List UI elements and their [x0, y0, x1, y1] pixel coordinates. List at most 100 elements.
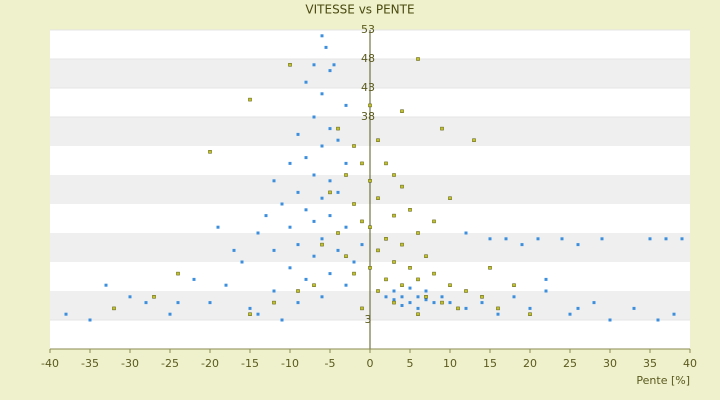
- point: [64, 312, 68, 316]
- x-axis-label: Pente [%]: [636, 374, 690, 387]
- point: [392, 298, 396, 302]
- point: [592, 301, 596, 305]
- x-tick-label: 0: [367, 357, 374, 370]
- point: [128, 295, 132, 299]
- point: [352, 271, 356, 276]
- point: [280, 202, 284, 206]
- point: [304, 208, 308, 212]
- x-tick-label: -40: [41, 357, 59, 370]
- point: [304, 156, 308, 160]
- point: [168, 312, 172, 316]
- point: [272, 179, 276, 183]
- x-tick-label: 20: [523, 357, 537, 370]
- point: [296, 190, 300, 194]
- point: [152, 295, 156, 299]
- x-tick-label: -25: [161, 357, 179, 370]
- point: [416, 295, 420, 299]
- point: [576, 243, 580, 247]
- point: [496, 306, 500, 311]
- point: [312, 173, 316, 177]
- point: [344, 173, 348, 177]
- x-tick-label: 5: [407, 357, 414, 370]
- point: [312, 254, 316, 258]
- point: [384, 295, 388, 299]
- x-tick-label: 35: [643, 357, 657, 370]
- point: [312, 283, 316, 287]
- point: [448, 301, 452, 305]
- point: [328, 69, 332, 73]
- point: [528, 306, 532, 310]
- point: [328, 190, 332, 195]
- y-tick-label: 43: [361, 81, 375, 94]
- point: [376, 138, 380, 142]
- point: [464, 289, 468, 293]
- point: [304, 80, 308, 84]
- point: [416, 231, 420, 235]
- point: [672, 312, 676, 316]
- point: [568, 312, 572, 316]
- point: [400, 304, 404, 307]
- point: [464, 306, 468, 310]
- x-tick-label: -15: [241, 357, 259, 370]
- point: [400, 109, 404, 113]
- point: [344, 225, 348, 229]
- point: [472, 138, 476, 142]
- point: [576, 306, 580, 310]
- point: [384, 237, 388, 241]
- x-tick-label: -30: [121, 357, 139, 370]
- point: [272, 248, 276, 252]
- point: [88, 318, 92, 322]
- point: [320, 196, 324, 200]
- point: [424, 254, 428, 258]
- point: [424, 289, 428, 293]
- x-tick-label: 30: [603, 357, 617, 370]
- point: [312, 63, 316, 67]
- point: [224, 283, 228, 287]
- point: [416, 277, 420, 282]
- point: [456, 306, 460, 311]
- point: [392, 213, 396, 218]
- point: [208, 150, 212, 154]
- point: [352, 144, 356, 148]
- point: [408, 301, 412, 305]
- point: [192, 277, 196, 281]
- point: [144, 301, 148, 305]
- point: [176, 301, 180, 305]
- x-tick-label: 15: [483, 357, 497, 370]
- point: [680, 237, 684, 241]
- point: [376, 196, 380, 200]
- point: [232, 248, 236, 252]
- point: [360, 161, 364, 166]
- point: [488, 266, 492, 270]
- point: [520, 243, 524, 247]
- point: [648, 237, 652, 241]
- chart-title: VITESSE vs PENTE: [305, 3, 414, 17]
- point: [448, 283, 452, 287]
- point: [104, 283, 108, 287]
- point: [216, 225, 220, 229]
- point: [344, 161, 348, 165]
- point: [240, 260, 244, 264]
- point: [400, 283, 404, 287]
- x-tick-label: 25: [563, 357, 577, 370]
- point: [352, 260, 356, 264]
- point: [512, 283, 516, 287]
- point: [536, 237, 540, 241]
- point: [368, 225, 372, 229]
- point: [600, 237, 604, 241]
- point: [480, 301, 484, 305]
- point: [324, 45, 328, 49]
- point: [416, 306, 420, 310]
- point: [392, 260, 396, 264]
- point: [360, 306, 364, 311]
- point: [488, 237, 492, 241]
- point: [264, 214, 268, 218]
- point: [440, 300, 444, 305]
- point: [344, 283, 348, 287]
- point: [664, 237, 668, 241]
- point: [336, 126, 340, 131]
- point: [248, 312, 252, 316]
- x-tick-label: 40: [683, 357, 697, 370]
- point: [632, 306, 636, 310]
